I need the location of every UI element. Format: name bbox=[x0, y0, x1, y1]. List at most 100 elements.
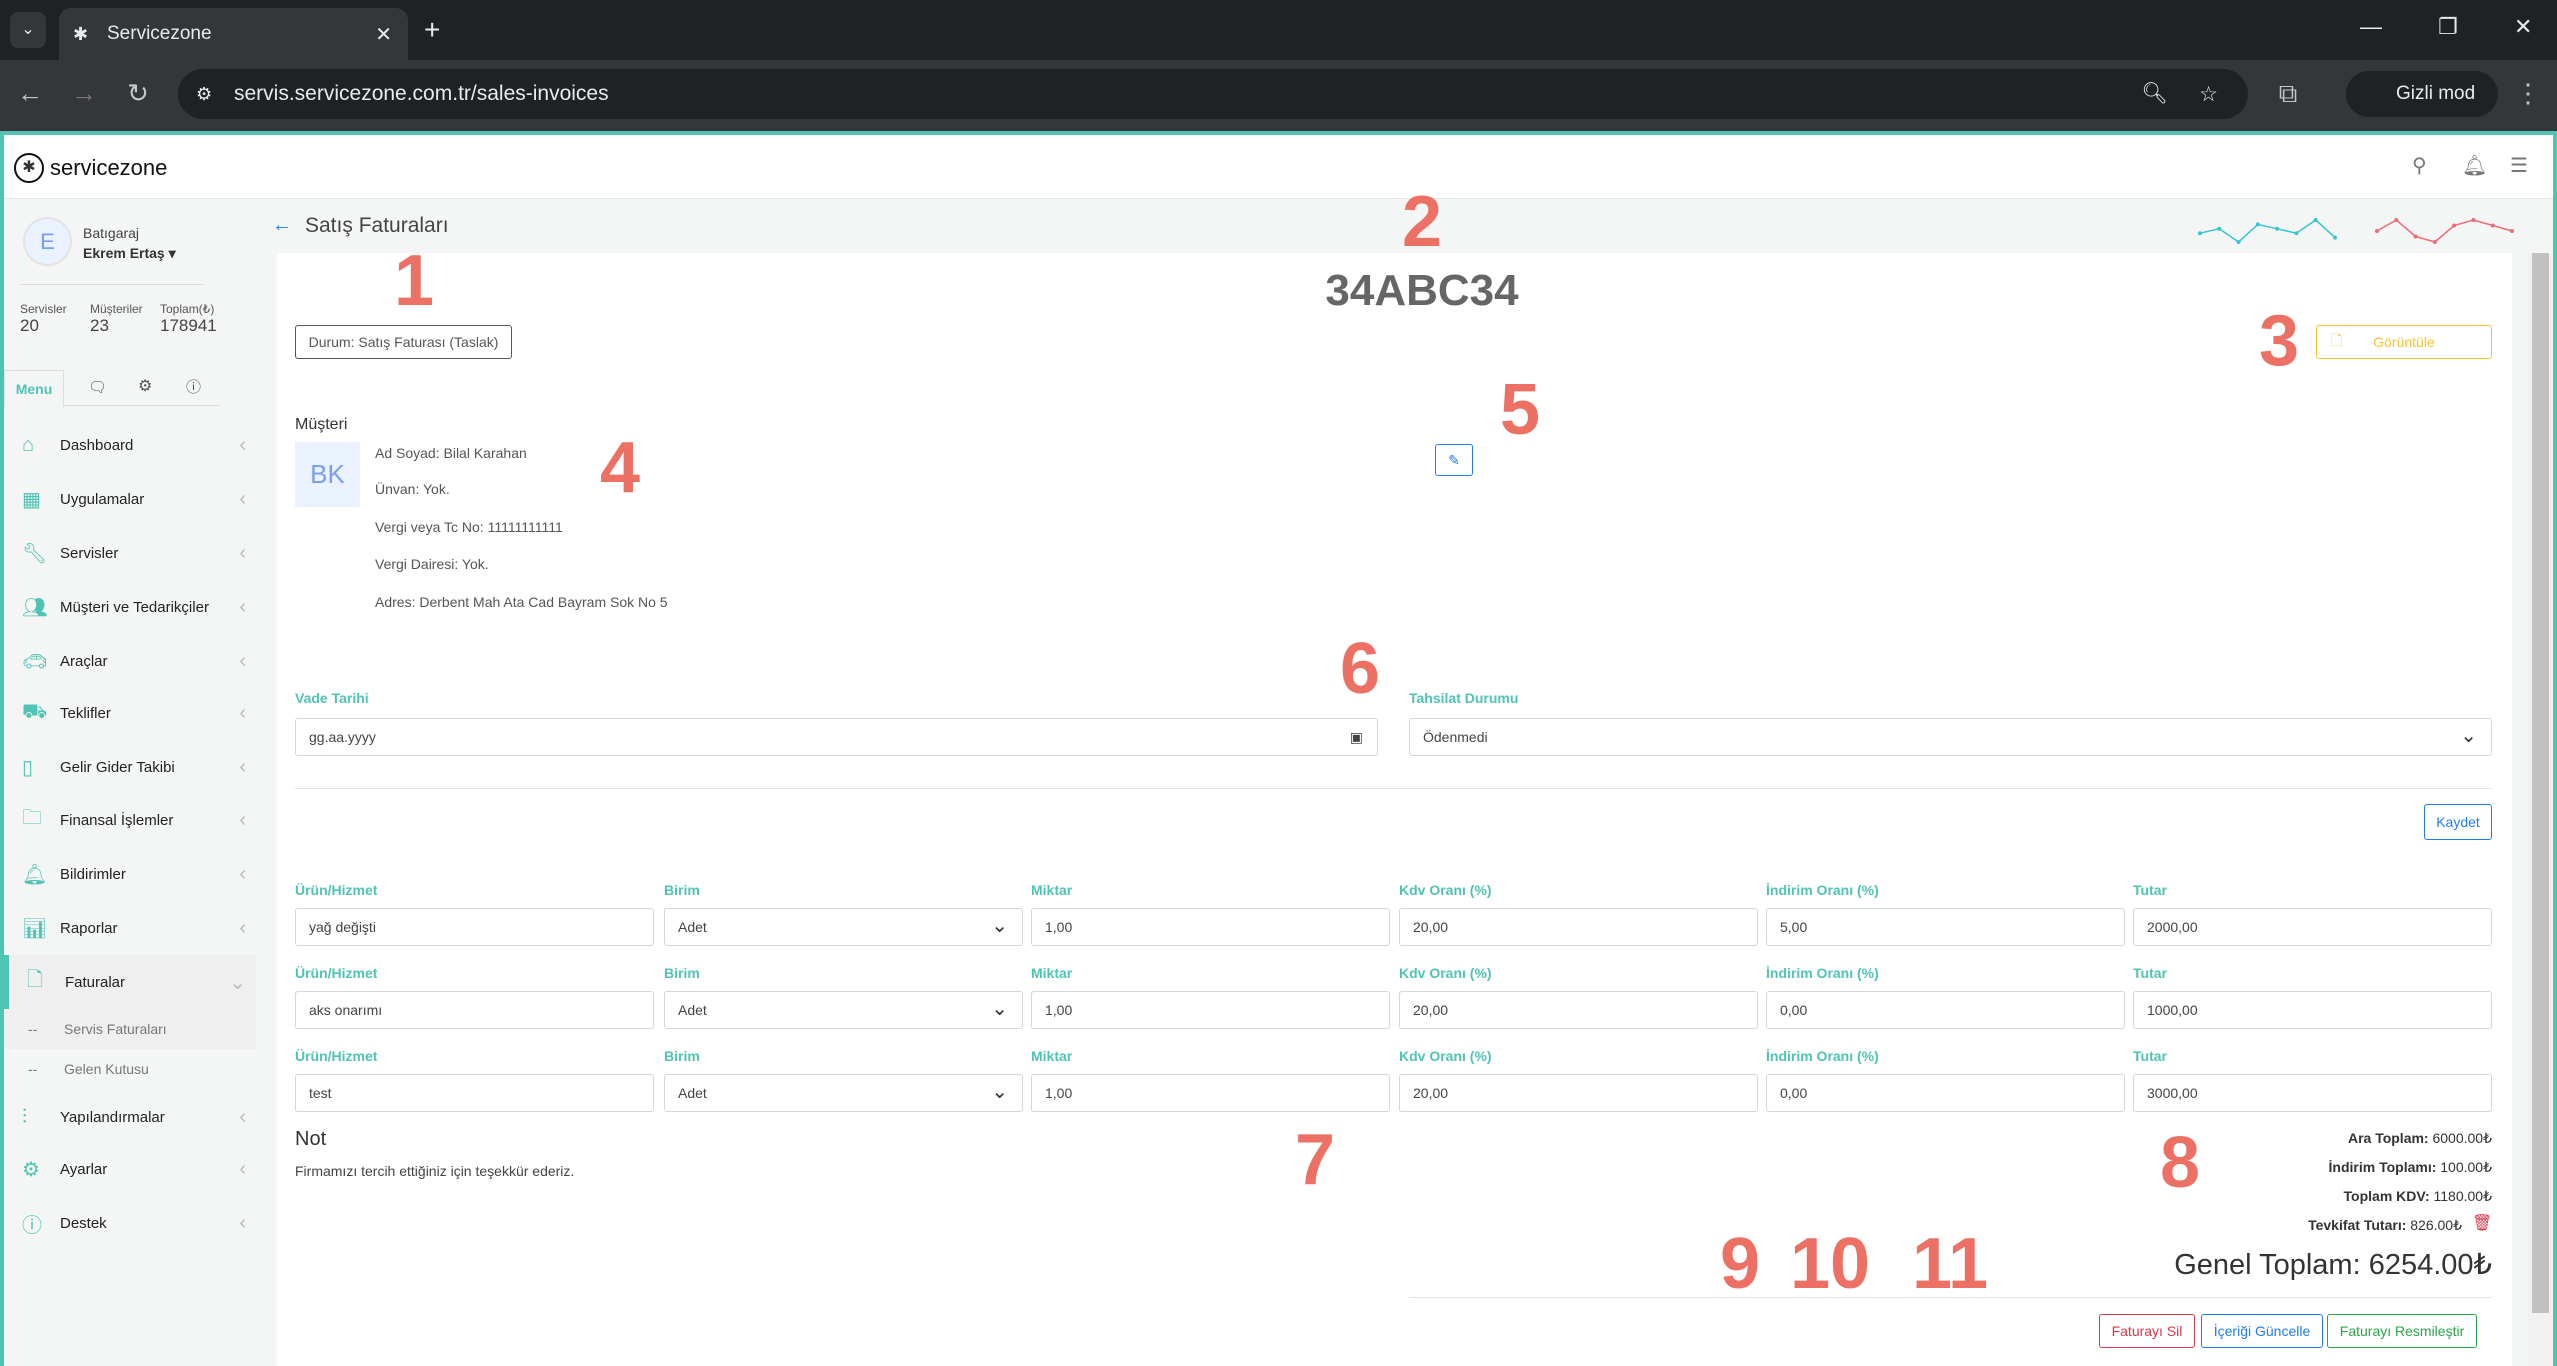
item-input[interactable]: 5,00 bbox=[1766, 908, 2125, 946]
grand-total-value: 6254.00₺ bbox=[2368, 1249, 2492, 1281]
bell-icon[interactable]: 🔔︎ bbox=[2462, 155, 2488, 177]
sidebar-item-income[interactable]: ▯ Gelir Gider Takibi ‹ bbox=[4, 740, 256, 794]
sparkline-red bbox=[2375, 218, 2514, 244]
note-text: Firmamızı tercih ettiğiniz için teşekkür… bbox=[295, 1163, 575, 1179]
site-info-icon[interactable]: ⚙ bbox=[196, 83, 213, 104]
payment-status-select[interactable]: Ödenmedi bbox=[1409, 718, 2492, 756]
edit-customer-button[interactable]: ✎ bbox=[1435, 444, 1473, 476]
user-dropdown[interactable]: Ekrem Ertaş ▾ bbox=[83, 245, 176, 261]
annotation-number: 9 bbox=[1719, 1224, 1761, 1304]
item-value: 5,00 bbox=[1780, 919, 1808, 935]
chat-icon[interactable]: 🗨︎ bbox=[88, 379, 108, 396]
browser-tab[interactable]: Servicezone ✕ ✱ bbox=[59, 8, 408, 60]
payment-status-value: Ödenmedi bbox=[1423, 729, 1488, 745]
chevron-left-icon: ‹ bbox=[239, 649, 246, 672]
sidebar-item-dashboard[interactable]: ⌂ Dashboard ‹ bbox=[4, 418, 256, 472]
payment-status-label: Tahsilat Durumu bbox=[1409, 690, 1519, 706]
calendar-icon[interactable]: ▣ bbox=[1349, 728, 1363, 745]
item-input[interactable]: 1000,00 bbox=[2133, 991, 2492, 1029]
sidebar-item-vehicles[interactable]: 🚗︎ Araçlar ‹ bbox=[4, 634, 256, 688]
sidebar-item-config[interactable]: ⫶ Yapılandırmalar ‹ bbox=[4, 1090, 256, 1144]
back-arrow-icon[interactable]: ← bbox=[272, 214, 292, 236]
search-icon[interactable]: ⚲ bbox=[2412, 155, 2427, 177]
zoom-icon[interactable]: 🔍︎ bbox=[2141, 82, 2168, 105]
star-icon[interactable]: ☆ bbox=[2199, 82, 2218, 106]
reload-icon[interactable]: ↻ bbox=[127, 78, 149, 108]
annotation-number: 1 bbox=[393, 241, 435, 321]
sparkline-point bbox=[2394, 218, 2399, 222]
item-input[interactable]: 2000,00 bbox=[2133, 908, 2492, 946]
view-button[interactable]: 🗋 Görüntüle bbox=[2316, 325, 2492, 359]
sidebar-item-settings[interactable]: ⚙ Ayarlar ‹ bbox=[4, 1142, 256, 1196]
delete-invoice-button[interactable]: Faturayı Sil bbox=[2099, 1314, 2195, 1348]
unit-select[interactable]: Adet bbox=[664, 991, 1023, 1029]
trash-icon[interactable]: 🗑︎ bbox=[2472, 1215, 2493, 1232]
item-input[interactable]: 0,00 bbox=[1766, 991, 2125, 1029]
sparkline-line bbox=[2376, 219, 2513, 243]
tab-search-button[interactable]: ⌄ bbox=[10, 12, 46, 48]
window-controls[interactable]: — ❐ ✕ bbox=[2360, 14, 2533, 39]
close-tab-icon[interactable]: ✕ bbox=[375, 23, 392, 46]
sidebar-item-customers[interactable]: 👥︎ Müşteri ve Tedarikçiler ‹ bbox=[4, 580, 256, 634]
label: Ayarlar bbox=[60, 1160, 108, 1178]
item-input[interactable]: 1,00 bbox=[1031, 908, 1390, 946]
sidebar-item-apps[interactable]: ▦ Uygulamalar ‹ bbox=[4, 472, 256, 526]
sidebar-item-invoices[interactable]: 🗋 Faturalar ⌄ bbox=[4, 955, 256, 1009]
list-icon[interactable]: ☰ bbox=[2510, 155, 2528, 177]
new-tab-button[interactable]: + bbox=[424, 14, 441, 45]
logo[interactable]: ✱ servicezone bbox=[14, 153, 167, 183]
formalize-invoice-button[interactable]: Faturayı Resmileştir bbox=[2327, 1314, 2477, 1348]
sparkline-line bbox=[2199, 219, 2336, 243]
sidebar-item-offers[interactable]: ⛟ Teklifler ‹ bbox=[4, 686, 256, 740]
sidebar-item-support[interactable]: ⓘ Destek ‹ bbox=[4, 1196, 256, 1250]
label: Gelir Gider Takibi bbox=[60, 758, 175, 776]
unit-select[interactable]: Adet bbox=[664, 1074, 1023, 1112]
label: Destek bbox=[60, 1214, 107, 1232]
menu-icon[interactable]: ⋮ bbox=[2515, 78, 2541, 108]
annotation-number: 7 bbox=[1294, 1120, 1336, 1200]
item-input[interactable]: aks onarımı bbox=[295, 991, 654, 1029]
gear-icon[interactable]: ⚙ bbox=[138, 378, 153, 395]
unit-select[interactable]: Adet bbox=[664, 908, 1023, 946]
scrollbar[interactable] bbox=[2528, 253, 2553, 1366]
sparkline-point bbox=[2236, 240, 2241, 244]
back-icon[interactable]: ← bbox=[17, 78, 43, 108]
sidebar-item-notifications[interactable]: 🔔︎ Bildirimler ‹ bbox=[4, 847, 256, 901]
view-label: Görüntüle bbox=[2373, 334, 2435, 350]
sidebar-subitem-inbox[interactable]: -- Gelen Kutusu bbox=[4, 1049, 256, 1089]
annotation-number: 8 bbox=[2159, 1123, 2201, 1203]
sidebar-item-reports[interactable]: 📊︎ Raporlar ‹ bbox=[4, 901, 256, 955]
stat-value: 178941 bbox=[160, 316, 217, 335]
item-input[interactable]: 1,00 bbox=[1031, 991, 1390, 1029]
save-button[interactable]: Kaydet bbox=[2424, 804, 2492, 840]
address-bar[interactable]: ⚙ servis.servicezone.com.tr/sales-invoice… bbox=[178, 69, 2248, 119]
item-input[interactable]: 3000,00 bbox=[2133, 1074, 2492, 1112]
item-input[interactable]: 0,00 bbox=[1766, 1074, 2125, 1112]
status-badge[interactable]: Durum: Satış Faturası (Taslak) bbox=[295, 325, 512, 359]
user-avatar[interactable]: E bbox=[23, 217, 72, 266]
sidebar-item-finance[interactable]: 🗀 Finansal İşlemler ‹ bbox=[4, 793, 256, 847]
item-input[interactable]: 20,00 bbox=[1399, 908, 1758, 946]
sidebar-subitem-service-invoices[interactable]: -- Servis Faturaları bbox=[4, 1009, 256, 1049]
item-column-label: Kdv Oranı (%) bbox=[1399, 882, 1492, 898]
update-content-button[interactable]: İçeriği Güncelle bbox=[2201, 1314, 2323, 1348]
item-input[interactable]: yağ değişti bbox=[295, 908, 654, 946]
due-date-input[interactable]: gg.aa.yyyy ▣ bbox=[295, 718, 1378, 756]
extensions-icon[interactable]: ⧉ bbox=[2278, 78, 2298, 108]
incognito-badge[interactable]: Gizli mod bbox=[2346, 71, 2498, 117]
sidebar-item-services[interactable]: 🔧︎ Servisler ‹ bbox=[4, 526, 256, 580]
item-input[interactable]: test bbox=[295, 1074, 654, 1112]
chevron-left-icon: ‹ bbox=[239, 433, 246, 456]
help-icon[interactable]: ⓘ bbox=[186, 379, 202, 396]
item-input[interactable]: 20,00 bbox=[1399, 1074, 1758, 1112]
forward-icon[interactable]: → bbox=[71, 78, 97, 108]
tab-menu[interactable]: Menu bbox=[4, 370, 64, 407]
item-input[interactable]: 20,00 bbox=[1399, 991, 1758, 1029]
scrollbar-thumb[interactable] bbox=[2532, 253, 2549, 1313]
label: Teklifler bbox=[60, 704, 111, 722]
company-name: Batıgaraj bbox=[83, 225, 140, 241]
discount-label: İndirim Toplamı: bbox=[2328, 1159, 2437, 1175]
item-input[interactable]: 1,00 bbox=[1031, 1074, 1390, 1112]
item-value: 20,00 bbox=[1413, 1085, 1449, 1101]
annotation-number: 6 bbox=[1339, 629, 1381, 709]
